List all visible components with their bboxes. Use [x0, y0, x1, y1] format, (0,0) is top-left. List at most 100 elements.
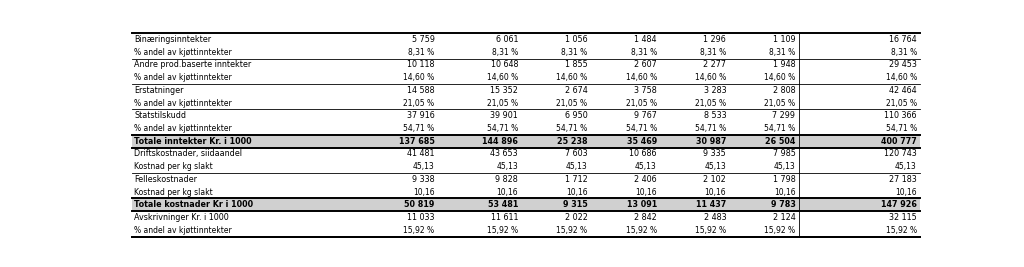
Text: 21,05 %: 21,05 %	[556, 99, 588, 108]
Text: 2 124: 2 124	[773, 213, 796, 222]
Text: 10,16: 10,16	[705, 188, 726, 197]
Text: 6 061: 6 061	[496, 35, 518, 44]
Text: 7 299: 7 299	[772, 111, 796, 120]
Text: 26 504: 26 504	[765, 137, 796, 146]
Text: 9 783: 9 783	[771, 200, 796, 209]
Text: 2 808: 2 808	[773, 86, 796, 95]
Text: 110 366: 110 366	[885, 111, 916, 120]
Text: 8,31 %: 8,31 %	[769, 48, 796, 57]
Text: 120 743: 120 743	[884, 150, 916, 158]
Text: Binæringsinntekter: Binæringsinntekter	[134, 35, 212, 44]
Text: 54,71 %: 54,71 %	[626, 124, 656, 133]
Text: 8,31 %: 8,31 %	[631, 48, 656, 57]
Text: 7 985: 7 985	[772, 150, 796, 158]
Text: 15,92 %: 15,92 %	[886, 226, 916, 235]
Text: 14,60 %: 14,60 %	[764, 73, 796, 82]
Text: 42 464: 42 464	[889, 86, 916, 95]
Text: 45,13: 45,13	[774, 162, 796, 171]
Text: 1 484: 1 484	[634, 35, 656, 44]
Text: 1 855: 1 855	[564, 60, 588, 69]
Text: % andel av kjøttinntekter: % andel av kjøttinntekter	[134, 226, 232, 235]
Text: 45,13: 45,13	[635, 162, 656, 171]
Text: Kostnad per kg slakt: Kostnad per kg slakt	[134, 162, 213, 171]
Text: 15,92 %: 15,92 %	[403, 226, 434, 235]
Text: 14,60 %: 14,60 %	[556, 73, 588, 82]
Text: 54,71 %: 54,71 %	[695, 124, 726, 133]
Text: 2 022: 2 022	[564, 213, 588, 222]
Bar	[132, 135, 920, 148]
Text: 45,13: 45,13	[413, 162, 434, 171]
Text: 8,31 %: 8,31 %	[492, 48, 518, 57]
Text: 10 118: 10 118	[408, 60, 434, 69]
Text: 54,71 %: 54,71 %	[764, 124, 796, 133]
Text: 39 901: 39 901	[490, 111, 518, 120]
Text: 15,92 %: 15,92 %	[556, 226, 588, 235]
Text: 14,60 %: 14,60 %	[695, 73, 726, 82]
Text: 45,13: 45,13	[497, 162, 518, 171]
Text: 2 406: 2 406	[634, 175, 656, 184]
Text: Erstatninger: Erstatninger	[134, 86, 184, 95]
Text: 45,13: 45,13	[895, 162, 916, 171]
Text: 10,16: 10,16	[497, 188, 518, 197]
Text: Kostnad per kg slakt: Kostnad per kg slakt	[134, 188, 213, 197]
Text: Totale kostnader Kr i 1000: Totale kostnader Kr i 1000	[134, 200, 254, 209]
Text: 21,05 %: 21,05 %	[403, 99, 434, 108]
Text: 10,16: 10,16	[635, 188, 656, 197]
Text: 15,92 %: 15,92 %	[487, 226, 518, 235]
Text: 147 926: 147 926	[881, 200, 916, 209]
Bar	[132, 198, 920, 211]
Text: 8 533: 8 533	[703, 111, 726, 120]
Text: 35 469: 35 469	[627, 137, 656, 146]
Text: 9 315: 9 315	[562, 200, 588, 209]
Text: 30 987: 30 987	[695, 137, 726, 146]
Text: 54,71 %: 54,71 %	[886, 124, 916, 133]
Text: 8,31 %: 8,31 %	[409, 48, 434, 57]
Text: 8,31 %: 8,31 %	[561, 48, 588, 57]
Text: 2 607: 2 607	[634, 60, 656, 69]
Text: 1 056: 1 056	[565, 35, 588, 44]
Text: 1 712: 1 712	[564, 175, 588, 184]
Text: 21,05 %: 21,05 %	[626, 99, 656, 108]
Text: 45,13: 45,13	[705, 162, 726, 171]
Text: 2 483: 2 483	[703, 213, 726, 222]
Text: Avskrivninger Kr. i 1000: Avskrivninger Kr. i 1000	[134, 213, 229, 222]
Text: 14 588: 14 588	[407, 86, 434, 95]
Text: 15,92 %: 15,92 %	[695, 226, 726, 235]
Text: % andel av kjøttinntekter: % andel av kjøttinntekter	[134, 124, 232, 133]
Text: 21,05 %: 21,05 %	[764, 99, 796, 108]
Text: 10,16: 10,16	[774, 188, 796, 197]
Text: 2 674: 2 674	[564, 86, 588, 95]
Text: 10,16: 10,16	[413, 188, 434, 197]
Text: 21,05 %: 21,05 %	[487, 99, 518, 108]
Text: % andel av kjøttinntekter: % andel av kjøttinntekter	[134, 73, 232, 82]
Text: 3 758: 3 758	[634, 86, 656, 95]
Text: 8,31 %: 8,31 %	[699, 48, 726, 57]
Text: 21,05 %: 21,05 %	[886, 99, 916, 108]
Text: 14,60 %: 14,60 %	[886, 73, 916, 82]
Text: 10,16: 10,16	[895, 188, 916, 197]
Text: 11 033: 11 033	[408, 213, 434, 222]
Text: 11 437: 11 437	[696, 200, 726, 209]
Text: 144 896: 144 896	[482, 137, 518, 146]
Text: 2 277: 2 277	[703, 60, 726, 69]
Text: 3 283: 3 283	[703, 86, 726, 95]
Text: Felleskostnader: Felleskostnader	[134, 175, 198, 184]
Text: 1 798: 1 798	[773, 175, 796, 184]
Text: % andel av kjøttinntekter: % andel av kjøttinntekter	[134, 48, 232, 57]
Text: 43 653: 43 653	[490, 150, 518, 158]
Text: 400 777: 400 777	[881, 137, 916, 146]
Text: 10 686: 10 686	[630, 150, 656, 158]
Text: 7 603: 7 603	[565, 150, 588, 158]
Text: Statstilskudd: Statstilskudd	[134, 111, 186, 120]
Text: 50 819: 50 819	[404, 200, 434, 209]
Text: 1 948: 1 948	[773, 60, 796, 69]
Text: 21,05 %: 21,05 %	[695, 99, 726, 108]
Text: 15 352: 15 352	[490, 86, 518, 95]
Text: 45,13: 45,13	[565, 162, 588, 171]
Text: 2 842: 2 842	[634, 213, 656, 222]
Text: Andre prod.baserte inntekter: Andre prod.baserte inntekter	[134, 60, 252, 69]
Text: 14,60 %: 14,60 %	[403, 73, 434, 82]
Text: 32 115: 32 115	[889, 213, 916, 222]
Text: 9 828: 9 828	[496, 175, 518, 184]
Text: 25 238: 25 238	[557, 137, 588, 146]
